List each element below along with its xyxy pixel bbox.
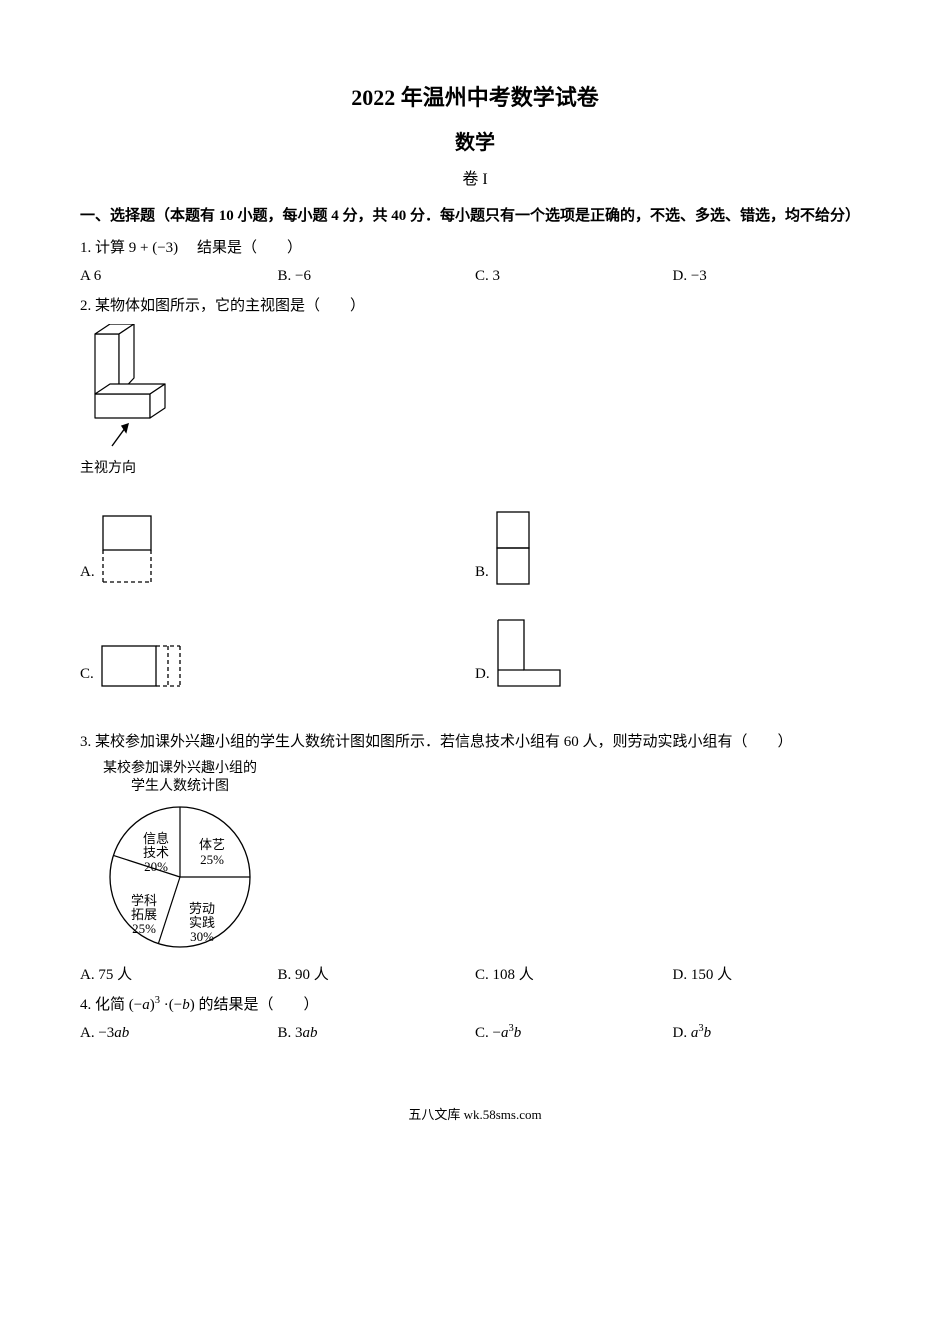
- q4-opt-c: C. −a3b: [475, 1021, 673, 1045]
- q2-view-label: 主视方向: [80, 458, 870, 480]
- svg-text:信息: 信息: [143, 831, 169, 846]
- q3-stem: 3. 某校参加课外兴趣小组的学生人数统计图如图所示．若信息技术小组有 60 人，…: [80, 730, 870, 754]
- q3-opt-d: D. 150 人: [673, 963, 871, 987]
- svg-text:技术: 技术: [143, 845, 169, 860]
- svg-text:劳动: 劳动: [189, 901, 215, 916]
- title-subject: 数学: [80, 127, 870, 159]
- svg-text:25%: 25%: [132, 921, 156, 936]
- q1-opt-b: B. −6: [278, 264, 476, 288]
- q1-stem: 1. 计算 9 + (−3) 结果是（ ）: [80, 236, 870, 260]
- svg-text:30%: 30%: [190, 929, 214, 944]
- q2-opt-a-svg: [101, 514, 157, 588]
- q4-options: A. −3ab B. 3ab C. −a3b D. a3b: [80, 1021, 870, 1045]
- q4-opt-a: A. −3ab: [80, 1021, 278, 1045]
- q2-options: A. B. C.: [80, 510, 870, 720]
- svg-text:学科: 学科: [131, 893, 157, 908]
- q3-options: A. 75 人 B. 90 人 C. 108 人 D. 150 人: [80, 963, 870, 987]
- q2-opt-c-label: C.: [80, 662, 94, 690]
- q1-options: A 6 B. −6 C. 3 D. −3: [80, 264, 870, 288]
- q4-prefix: 4. 化简: [80, 997, 125, 1013]
- q2-opt-b-label: B.: [475, 560, 489, 588]
- q2-solid-figure: [80, 324, 870, 454]
- svg-text:实践: 实践: [189, 915, 215, 930]
- title-main: 2022 年温州中考数学试卷: [80, 80, 870, 115]
- q3-opt-c: C. 108 人: [475, 963, 673, 987]
- q1-suffix: 结果是（ ）: [182, 240, 302, 256]
- q3-chart: 某校参加课外兴趣小组的 学生人数统计图: [80, 760, 870, 956]
- q2-opt-d-svg: [496, 618, 568, 690]
- q3-opt-a: A. 75 人: [80, 963, 278, 987]
- q2-opt-a-label: A.: [80, 560, 95, 588]
- q1-opt-a: A 6: [80, 264, 278, 288]
- q2-opt-d-label: D.: [475, 662, 490, 690]
- q3-chart-title2: 学生人数统计图: [131, 779, 229, 794]
- q4-opt-d: D. a3b: [673, 1021, 871, 1045]
- q4-stem: 4. 化简 (−a)3 ·(−b) 的结果是（ ）: [80, 993, 870, 1017]
- q2-opt-d: D.: [475, 618, 870, 690]
- q3-opt-b: B. 90 人: [278, 963, 476, 987]
- svg-text:20%: 20%: [144, 859, 168, 874]
- svg-text:25%: 25%: [200, 852, 224, 867]
- section1-header: 一、选择题（本题有 10 小题，每小题 4 分，共 40 分．每小题只有一个选项…: [80, 203, 870, 230]
- q2-opt-a: A.: [80, 510, 475, 588]
- q1-opt-d: D. −3: [673, 264, 871, 288]
- q2-opt-b: B.: [475, 510, 870, 588]
- q4-expr: (−a)3 ·(−b): [129, 997, 195, 1013]
- q2-solid-svg: [80, 324, 180, 454]
- q3-chart-title1: 某校参加课外兴趣小组的: [103, 761, 257, 776]
- footer: 五八文库 wk.58sms.com: [80, 1105, 870, 1126]
- q3-pie-svg: 体艺 25% 劳动 实践 30% 学科 拓展 25% 信息 技术 20%: [80, 797, 280, 957]
- svg-text:拓展: 拓展: [131, 907, 157, 922]
- q2-opt-b-svg: [495, 510, 535, 588]
- q2-opt-c: C.: [80, 618, 475, 690]
- q4-suffix: 的结果是（ ）: [198, 997, 318, 1013]
- title-part: 卷 I: [80, 167, 870, 193]
- q1-opt-c: C. 3: [475, 264, 673, 288]
- svg-text:体艺: 体艺: [199, 837, 225, 852]
- q1-expr: 9 + (−3): [129, 240, 178, 256]
- q2-opt-c-svg: [100, 644, 188, 690]
- q4-opt-b: B. 3ab: [278, 1021, 476, 1045]
- q2-stem: 2. 某物体如图所示，它的主视图是（ ）: [80, 294, 870, 318]
- q1-prefix: 1. 计算: [80, 240, 125, 256]
